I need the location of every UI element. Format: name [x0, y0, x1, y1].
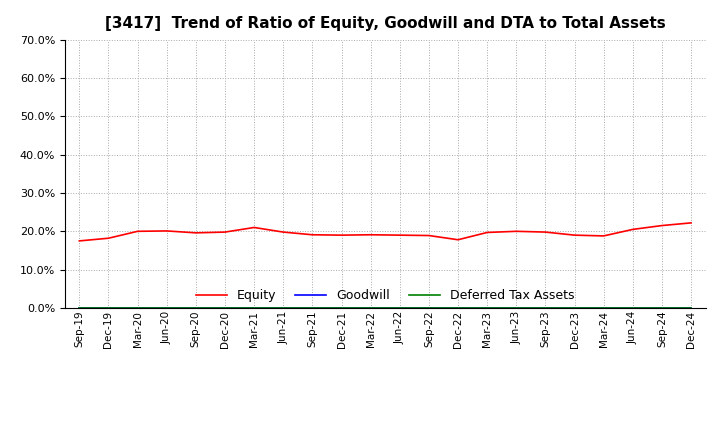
- Goodwill: [75, 305, 84, 311]
- Deferred Tax Assets: [425, 305, 433, 311]
- Deferred Tax Assets: [308, 305, 317, 311]
- Goodwill: [163, 305, 171, 311]
- Deferred Tax Assets: [541, 305, 550, 311]
- Goodwill: [599, 305, 608, 311]
- Deferred Tax Assets: [75, 305, 84, 311]
- Equity: [163, 228, 171, 234]
- Deferred Tax Assets: [599, 305, 608, 311]
- Equity: [687, 220, 696, 226]
- Goodwill: [337, 305, 346, 311]
- Equity: [250, 225, 258, 230]
- Legend: Equity, Goodwill, Deferred Tax Assets: Equity, Goodwill, Deferred Tax Assets: [191, 284, 580, 307]
- Equity: [425, 233, 433, 238]
- Deferred Tax Assets: [133, 305, 142, 311]
- Equity: [220, 229, 229, 235]
- Deferred Tax Assets: [657, 305, 666, 311]
- Goodwill: [483, 305, 492, 311]
- Equity: [599, 233, 608, 238]
- Deferred Tax Assets: [220, 305, 229, 311]
- Equity: [483, 230, 492, 235]
- Equity: [657, 223, 666, 228]
- Goodwill: [250, 305, 258, 311]
- Goodwill: [629, 305, 637, 311]
- Deferred Tax Assets: [483, 305, 492, 311]
- Line: Equity: Equity: [79, 223, 691, 241]
- Goodwill: [279, 305, 287, 311]
- Goodwill: [133, 305, 142, 311]
- Deferred Tax Assets: [192, 305, 200, 311]
- Equity: [133, 229, 142, 234]
- Goodwill: [657, 305, 666, 311]
- Equity: [629, 227, 637, 232]
- Goodwill: [512, 305, 521, 311]
- Goodwill: [308, 305, 317, 311]
- Deferred Tax Assets: [337, 305, 346, 311]
- Goodwill: [570, 305, 579, 311]
- Deferred Tax Assets: [570, 305, 579, 311]
- Title: [3417]  Trend of Ratio of Equity, Goodwill and DTA to Total Assets: [3417] Trend of Ratio of Equity, Goodwil…: [105, 16, 665, 32]
- Goodwill: [687, 305, 696, 311]
- Equity: [366, 232, 375, 238]
- Equity: [337, 232, 346, 238]
- Goodwill: [454, 305, 462, 311]
- Deferred Tax Assets: [104, 305, 113, 311]
- Deferred Tax Assets: [250, 305, 258, 311]
- Equity: [512, 229, 521, 234]
- Deferred Tax Assets: [163, 305, 171, 311]
- Equity: [308, 232, 317, 238]
- Equity: [279, 229, 287, 235]
- Goodwill: [366, 305, 375, 311]
- Deferred Tax Assets: [279, 305, 287, 311]
- Equity: [541, 229, 550, 235]
- Equity: [570, 232, 579, 238]
- Equity: [454, 237, 462, 242]
- Equity: [395, 232, 404, 238]
- Deferred Tax Assets: [629, 305, 637, 311]
- Goodwill: [192, 305, 200, 311]
- Goodwill: [220, 305, 229, 311]
- Goodwill: [425, 305, 433, 311]
- Goodwill: [104, 305, 113, 311]
- Deferred Tax Assets: [454, 305, 462, 311]
- Deferred Tax Assets: [512, 305, 521, 311]
- Deferred Tax Assets: [366, 305, 375, 311]
- Equity: [75, 238, 84, 244]
- Goodwill: [395, 305, 404, 311]
- Deferred Tax Assets: [687, 305, 696, 311]
- Deferred Tax Assets: [395, 305, 404, 311]
- Equity: [192, 230, 200, 235]
- Goodwill: [541, 305, 550, 311]
- Equity: [104, 235, 113, 241]
